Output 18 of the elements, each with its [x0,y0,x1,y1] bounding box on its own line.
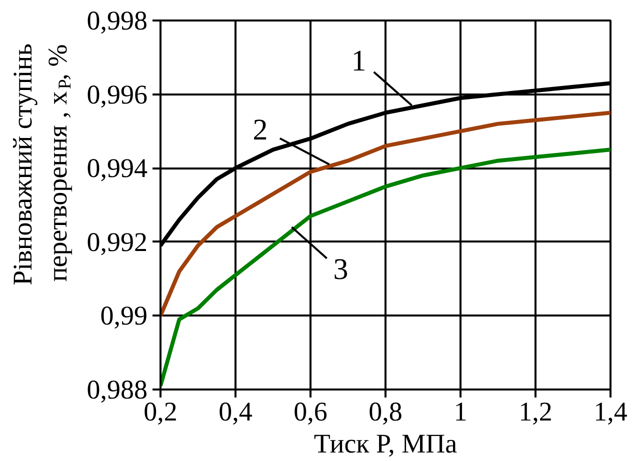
x-tick-label: 1,4 [594,396,628,426]
x-tick-label: 0,6 [294,396,328,426]
y-tick-label: 0,996 [86,79,148,110]
x-axis-title: Тиск P, МПа [314,428,458,458]
y-tick-label: 0,988 [86,374,148,404]
x-tick-label: 1 [454,396,468,426]
x-tick-label: 0,8 [368,396,402,426]
annotation: 2 [252,113,268,146]
y-tick-label: 0,994 [86,153,148,184]
y-tick-label: 0,992 [86,226,148,257]
annotation: 1 [351,44,366,78]
y-tick-label: 0,99 [100,300,148,331]
line-series [160,110,610,318]
x-tick-label: 1,2 [518,396,552,426]
line-series [160,148,610,388]
x-tick-label: 0,4 [218,396,253,426]
annotation: 3 [333,253,348,286]
y-tick-label: 0,998 [86,6,148,36]
